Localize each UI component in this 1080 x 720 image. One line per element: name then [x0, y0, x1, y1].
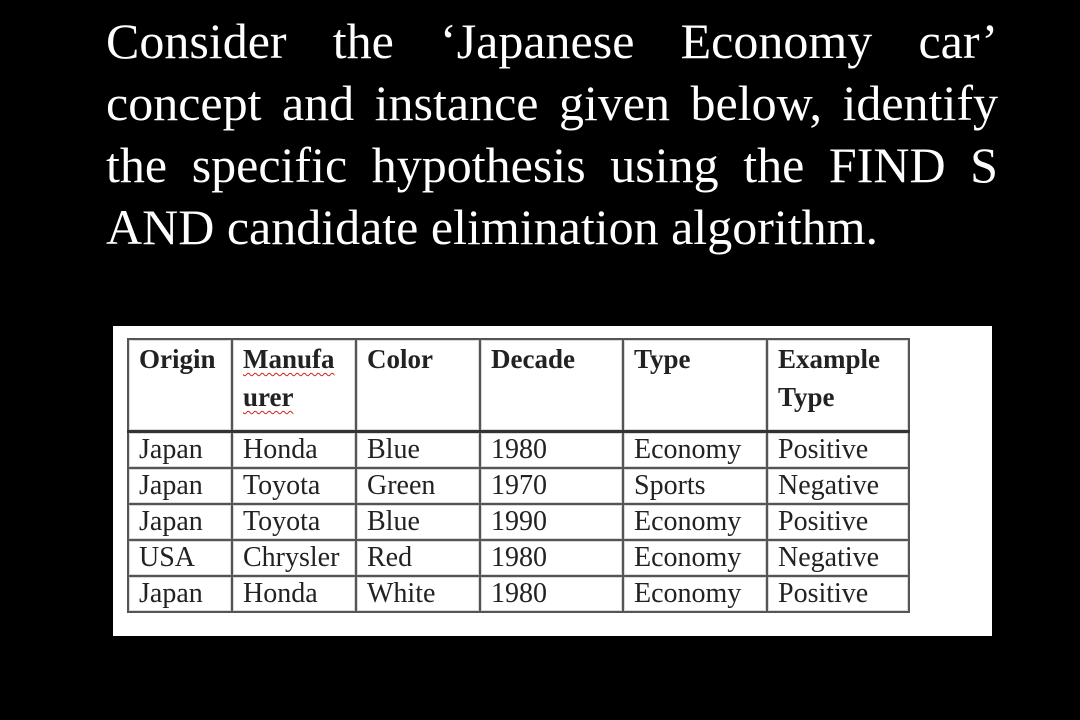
header-manufacturer: Manufa urer — [231, 338, 357, 433]
cell-color: White — [355, 575, 481, 613]
header-color: Color — [355, 338, 481, 433]
cell-type: Economy — [622, 430, 768, 469]
cell-decade: 1970 — [479, 467, 624, 505]
cell-origin: Japan — [127, 503, 233, 541]
header-manufacturer-line1: Manufa — [243, 344, 335, 374]
table-row: Japan Honda Blue 1980 Economy Positive — [127, 430, 910, 469]
cell-example-type: Negative — [766, 467, 910, 505]
question-text: Consider the ‘Japanese Economy car’ conc… — [106, 13, 998, 255]
header-manufacturer-line2: urer — [243, 382, 294, 412]
cell-decade: 1990 — [479, 503, 624, 541]
header-decade: Decade — [479, 338, 624, 433]
cell-example-type: Positive — [766, 430, 910, 469]
cell-manufacturer: Honda — [231, 575, 357, 613]
cell-type: Economy — [622, 539, 768, 577]
header-example-type-line1: Example — [778, 344, 881, 374]
cell-example-type: Positive — [766, 503, 910, 541]
cell-color: Blue — [355, 503, 481, 541]
cell-decade: 1980 — [479, 430, 624, 469]
cell-decade: 1980 — [479, 575, 624, 613]
cell-origin: Japan — [127, 467, 233, 505]
cell-origin: Japan — [127, 430, 233, 469]
header-type: Type — [622, 338, 768, 433]
cell-decade: 1980 — [479, 539, 624, 577]
cell-origin: Japan — [127, 575, 233, 613]
table-row: Japan Toyota Green 1970 Sports Negative — [127, 467, 910, 505]
cell-manufacturer: Toyota — [231, 467, 357, 505]
table-row: USA Chrysler Red 1980 Economy Negative — [127, 539, 910, 577]
cell-origin: USA — [127, 539, 233, 577]
data-table-image: Origin Manufa urer Color Decade Type Exam… — [113, 326, 992, 636]
cell-type: Economy — [622, 575, 768, 613]
table-header-row: Origin Manufa urer Color Decade Type Exam… — [127, 338, 910, 433]
cell-color: Green — [355, 467, 481, 505]
cell-manufacturer: Chrysler — [231, 539, 357, 577]
data-table: Origin Manufa urer Color Decade Type Exam… — [127, 338, 910, 613]
cell-color: Blue — [355, 430, 481, 469]
cell-manufacturer: Toyota — [231, 503, 357, 541]
cell-type: Economy — [622, 503, 768, 541]
cell-example-type: Positive — [766, 575, 910, 613]
table-row: Japan Toyota Blue 1990 Economy Positive — [127, 503, 910, 541]
table-row: Japan Honda White 1980 Economy Positive — [127, 575, 910, 613]
cell-example-type: Negative — [766, 539, 910, 577]
cell-type: Sports — [622, 467, 768, 505]
header-example-type-line2: Type — [778, 382, 835, 412]
cell-manufacturer: Honda — [231, 430, 357, 469]
cell-color: Red — [355, 539, 481, 577]
header-example-type: Example Type — [766, 338, 910, 433]
header-origin: Origin — [127, 338, 233, 433]
